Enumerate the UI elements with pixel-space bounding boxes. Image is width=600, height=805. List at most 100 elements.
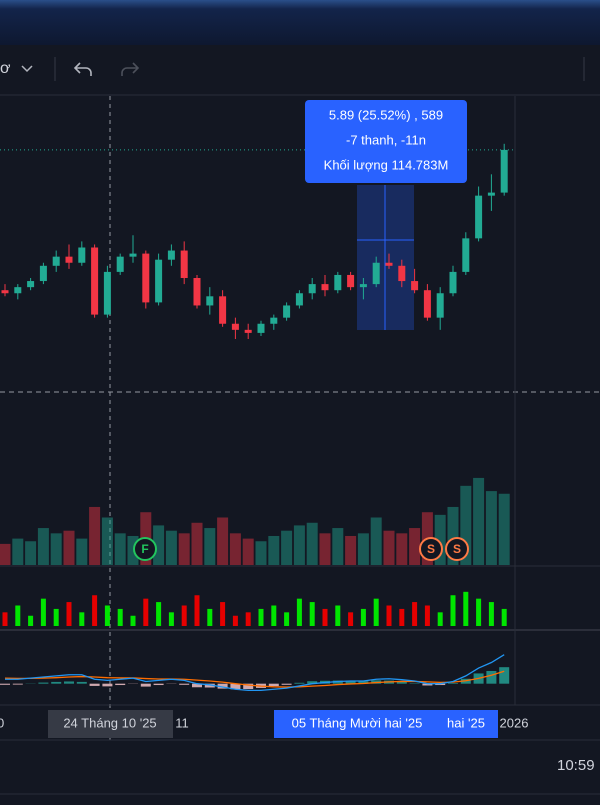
activity-bar <box>489 602 494 626</box>
volume-bar <box>473 478 484 565</box>
volume-bar <box>281 531 292 565</box>
activity-bar <box>412 602 417 626</box>
event-label: S <box>427 542 435 556</box>
time-label: 24 Tháng 10 '25 <box>63 715 156 730</box>
event-label: F <box>141 542 148 556</box>
time-label: 0 <box>0 715 4 730</box>
candle-body <box>309 284 316 293</box>
macd-histogram-bar <box>448 683 458 684</box>
candle-body <box>206 296 213 305</box>
activity-bar <box>92 595 97 626</box>
macd-histogram-bar <box>102 684 112 687</box>
volume-bar <box>320 533 331 565</box>
macd-histogram-bar <box>115 684 125 685</box>
volume-bar <box>12 539 23 565</box>
activity-bar <box>502 609 507 626</box>
activity-bar <box>3 612 8 626</box>
volume-bar <box>371 518 382 566</box>
time-label: hai '25 <box>447 715 485 730</box>
macd-histogram-bar <box>64 681 74 683</box>
activity-bar <box>41 599 46 626</box>
candle-body <box>424 290 431 317</box>
volume-bar <box>89 507 100 565</box>
activity-bar <box>233 616 238 626</box>
candle-body <box>347 275 354 287</box>
toolbar-menu[interactable]: ơ <box>0 60 11 77</box>
candle-body <box>66 257 73 263</box>
macd-histogram-bar <box>0 684 10 685</box>
activity-bar <box>246 612 251 626</box>
volume-bar <box>192 523 203 565</box>
volume-bar <box>499 494 510 565</box>
activity-bar <box>143 599 148 626</box>
volume-bar <box>243 539 254 565</box>
macd-histogram-bar <box>486 671 496 684</box>
volume-bar <box>25 541 36 565</box>
candle-body <box>411 281 418 290</box>
activity-bar <box>387 606 392 627</box>
activity-bar <box>79 612 84 626</box>
macd-histogram-bar <box>499 667 509 684</box>
activity-bar <box>54 609 59 626</box>
volume-bar <box>217 518 228 566</box>
volume-bar <box>358 533 369 565</box>
candle-body <box>155 260 162 303</box>
tooltip-line: Khối lượng 114.783M <box>324 157 449 172</box>
activity-bar <box>476 599 481 626</box>
macd-histogram-bar <box>179 684 189 685</box>
macd-histogram-bar <box>294 683 304 684</box>
activity-bar <box>67 602 72 626</box>
activity-bar <box>374 599 379 626</box>
activity-bar <box>297 599 302 626</box>
candle-body <box>373 263 380 284</box>
activity-bar <box>15 606 20 627</box>
macd-histogram-bar <box>51 682 61 684</box>
candle-body <box>475 196 482 239</box>
candle-body <box>91 248 98 315</box>
candle-body <box>283 305 290 317</box>
macd-histogram-bar <box>154 684 164 685</box>
plot-area <box>0 144 515 691</box>
volume-bar <box>204 528 215 565</box>
activity-bar <box>323 609 328 626</box>
candle-body <box>488 193 495 196</box>
candle-body <box>181 251 188 278</box>
candle-body <box>334 275 341 290</box>
volume-bar <box>102 518 113 566</box>
macd-histogram-bar <box>282 684 292 685</box>
activity-bar <box>425 606 430 627</box>
volume-bar <box>332 528 343 565</box>
activity-bar <box>463 592 468 626</box>
event-label: S <box>453 542 461 556</box>
activity-bar <box>28 616 33 626</box>
activity-bar <box>169 612 174 626</box>
candle-body <box>27 281 34 287</box>
volume-bar <box>294 525 305 565</box>
activity-bar <box>220 602 225 626</box>
volume-bar <box>396 533 407 565</box>
activity-bar <box>451 595 456 626</box>
candle-body <box>360 284 367 287</box>
candle-body <box>386 263 393 266</box>
tooltip-line: -7 thanh, -11n <box>346 132 426 147</box>
candle-body <box>270 318 277 324</box>
candle-body <box>117 257 124 272</box>
candle-body <box>194 278 201 305</box>
activity-bar <box>105 606 110 627</box>
candle-body <box>450 272 457 293</box>
activity-bar <box>195 595 200 626</box>
volume-bar <box>345 536 356 565</box>
activity-bar <box>271 606 276 627</box>
volume-bar <box>268 536 279 565</box>
macd-histogram-bar <box>77 682 87 684</box>
activity-bar <box>182 606 187 627</box>
volume-bar <box>307 523 318 565</box>
candle-body <box>142 254 149 303</box>
candle-body <box>2 290 9 293</box>
volume-bar <box>409 528 420 565</box>
candle-body <box>14 287 21 293</box>
macd-histogram-bar <box>141 684 151 687</box>
candle-body <box>398 266 405 281</box>
volume-bar <box>179 533 190 565</box>
volume-bar <box>384 531 395 565</box>
